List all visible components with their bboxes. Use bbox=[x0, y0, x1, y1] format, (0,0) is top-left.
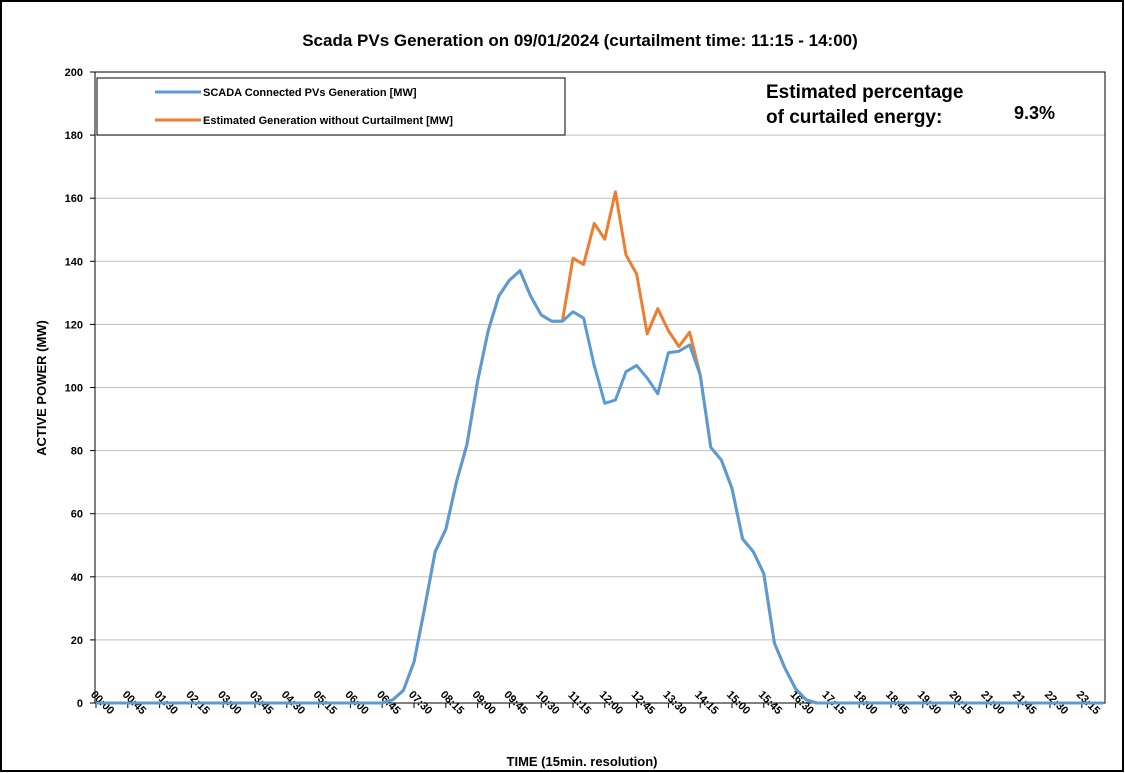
x-axis-title: TIME (15min. resolution) bbox=[507, 754, 658, 769]
annotation: Estimated percentage bbox=[766, 82, 963, 103]
plot-border bbox=[94, 71, 1106, 704]
y-tick-label: 0 bbox=[77, 698, 83, 710]
legend-label: Estimated Generation without Curtailment… bbox=[203, 115, 453, 127]
y-axis-title: ACTIVE POWER (MW) bbox=[34, 320, 49, 456]
series-line bbox=[96, 269, 1103, 705]
chart-title: Scada PVs Generation on 09/01/2024 (curt… bbox=[302, 31, 858, 50]
y-tick-label: 100 bbox=[65, 383, 83, 395]
y-tick-label: 60 bbox=[71, 509, 83, 521]
y-tick-label: 180 bbox=[65, 130, 83, 142]
y-tick-label: 140 bbox=[65, 256, 83, 268]
y-tick-label: 20 bbox=[71, 635, 83, 647]
legend-box bbox=[96, 77, 566, 136]
y-tick-label: 80 bbox=[71, 446, 83, 458]
y-tick-label: 160 bbox=[65, 193, 83, 205]
y-tick-label: 120 bbox=[65, 319, 83, 331]
y-tick-label: 200 bbox=[65, 67, 83, 79]
legend-label: SCADA Connected PVs Generation [MW] bbox=[203, 87, 417, 99]
annotation-value: 9.3% bbox=[1014, 103, 1055, 123]
annotation: of curtailed energy: bbox=[766, 107, 942, 128]
y-tick-label: 40 bbox=[71, 572, 83, 584]
